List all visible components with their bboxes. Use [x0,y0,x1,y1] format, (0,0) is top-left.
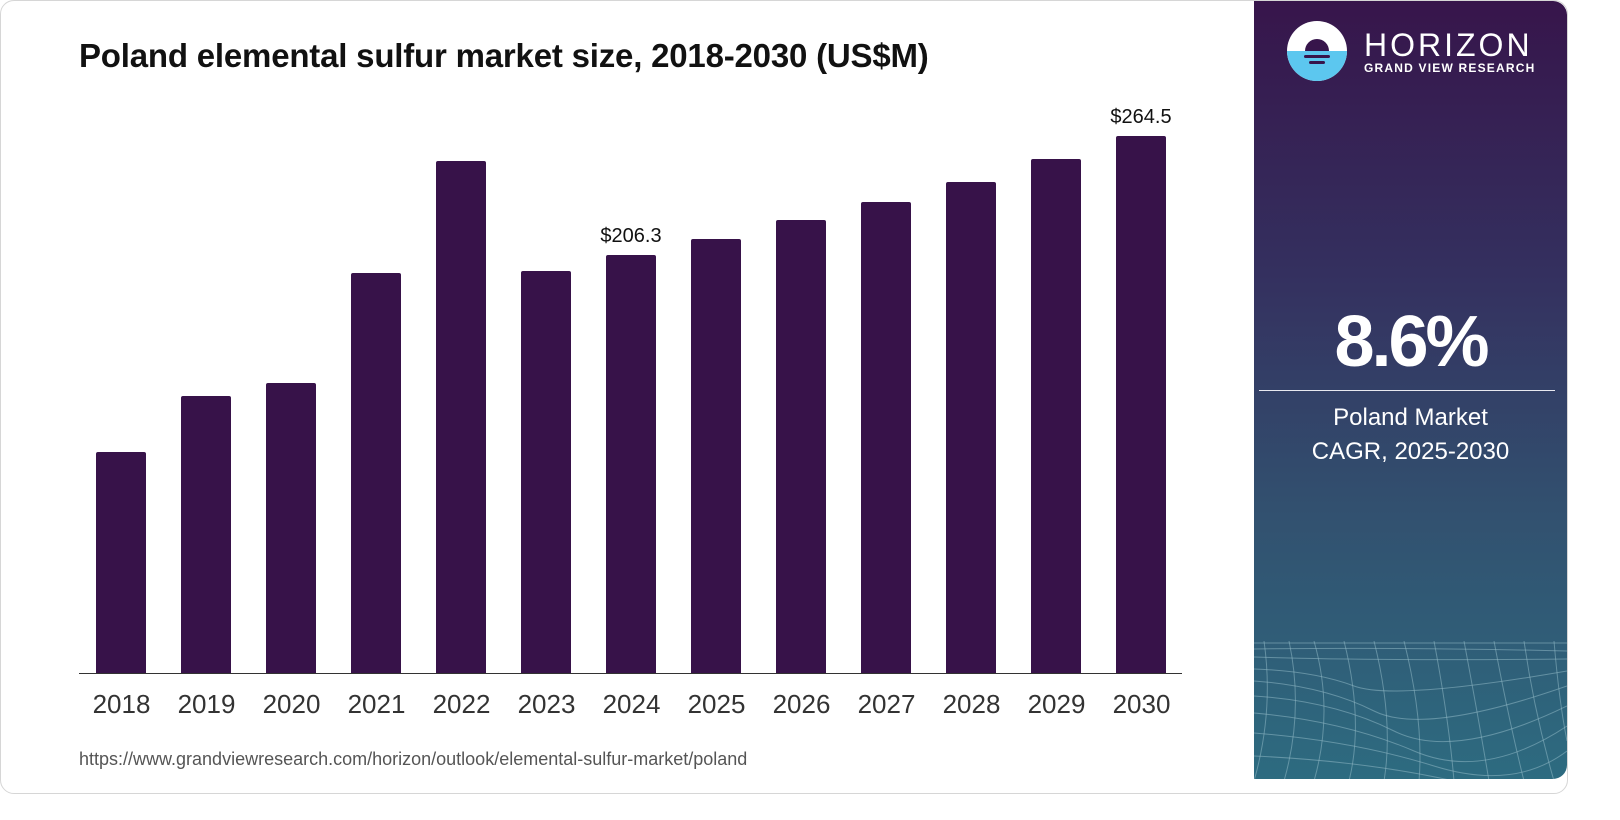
x-tick-label-2024: 2024 [602,689,661,719]
divider [1259,390,1555,391]
brand-name: HORIZON [1364,27,1533,63]
bar-2026 [776,220,826,673]
x-tick-label-2030: 2030 [1112,689,1171,719]
x-axis-line [79,673,1182,674]
x-tick-label-2021: 2021 [347,689,406,719]
x-tick-label-2019: 2019 [177,689,236,719]
chart-card: Poland elemental sulfur market size, 201… [0,0,1568,794]
mesh-wave-decoration-icon [1254,641,1567,779]
cagr-label-line2: CAGR, 2025-2030 [1311,438,1510,465]
horizon-logo-icon [1287,21,1347,81]
sidebar-panel: HORIZON GRAND VIEW RESEARCH 8.6% Poland … [1254,1,1567,779]
bar-2028 [946,182,996,673]
bar-2022 [436,161,486,673]
x-tick-label-2027: 2027 [857,689,916,719]
x-tick-label-2018: 2018 [92,689,151,719]
bar-2019 [181,396,231,673]
bar-2024 [606,255,656,673]
bar-value-label-2024: $206.3 [600,225,662,247]
cagr-label: Poland Market CAGR, 2025-2030 [1254,401,1567,469]
x-tick-label-2023: 2023 [517,689,576,719]
bar-2029 [1031,159,1081,673]
cagr-label-line1: Poland Market [1333,404,1488,431]
x-tick-label-2026: 2026 [772,689,831,719]
x-tick-label-2022: 2022 [432,689,491,719]
bar-value-label-2030: $264.5 [1110,106,1172,128]
x-tick-label-2025: 2025 [687,689,746,719]
bar-2023 [521,271,571,673]
brand-subtitle: GRAND VIEW RESEARCH [1364,61,1536,75]
bar-2020 [266,383,316,673]
source-url: https://www.grandviewresearch.com/horizo… [79,749,748,769]
cagr-value: 8.6% [1334,302,1489,382]
bar-2018 [96,452,146,673]
x-tick-label-2020: 2020 [262,689,321,719]
x-tick-label-2029: 2029 [1027,689,1086,719]
bar-2027 [861,202,911,673]
bar-2025 [691,239,741,673]
plot-area: $206.3 $264.5 [79,101,1182,673]
chart-title: Poland elemental sulfur market size, 201… [79,37,929,74]
x-tick-label-2028: 2028 [942,689,1001,719]
bar-2021 [351,273,401,673]
bar-2030 [1116,136,1166,673]
